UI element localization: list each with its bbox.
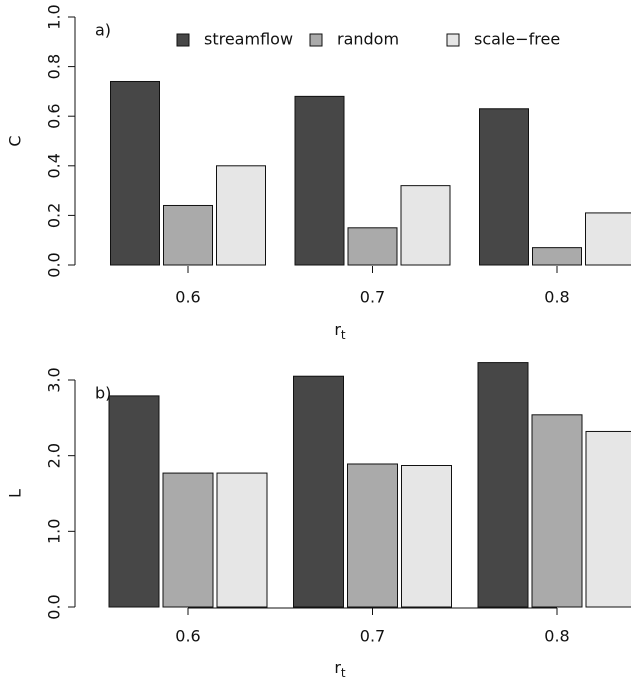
legend-label: scale−free: [474, 30, 560, 49]
panel-label: b): [95, 384, 111, 403]
x-tick-label: 0.6: [175, 288, 200, 307]
bar: [110, 80, 160, 266]
bar: [401, 465, 452, 608]
x-tick-label: 0.8: [544, 627, 569, 646]
y-tick-label: 3.0: [45, 367, 64, 392]
y-tick-label: 1.0: [45, 519, 64, 544]
legend-label: random: [337, 30, 399, 49]
y-tick-label: 1.0: [45, 4, 64, 29]
y-tick-label: 0.2: [45, 203, 64, 228]
x-axis-title-main: r: [334, 320, 341, 339]
bar: [163, 204, 213, 266]
y-tick-label: 2.0: [45, 443, 64, 468]
x-axis-title-main: r: [334, 658, 341, 677]
y-tick-label: 0.4: [45, 153, 64, 178]
legend-swatch: [176, 33, 190, 47]
bar: [400, 185, 451, 266]
bar: [479, 108, 529, 266]
bar: [162, 472, 214, 608]
y-tick-label: 0.0: [45, 594, 64, 619]
bar: [216, 472, 268, 608]
bar: [108, 395, 160, 608]
bar: [294, 95, 345, 266]
y-tick-label: 0.0: [45, 252, 64, 277]
x-tick-label: 0.7: [360, 288, 385, 307]
bar: [585, 430, 631, 608]
bar: [216, 165, 266, 266]
x-axis-title-sub: t: [341, 328, 346, 342]
bar: [532, 247, 582, 266]
y-axis-title: C: [6, 135, 25, 146]
x-tick-label: 0.8: [544, 288, 569, 307]
bar: [347, 227, 398, 266]
x-axis-title: rt: [334, 658, 346, 680]
bar: [531, 414, 583, 608]
legend-swatch: [309, 33, 323, 47]
panel-label: a): [95, 21, 111, 40]
legend-label: streamflow: [204, 30, 293, 49]
x-tick-label: 0.7: [360, 627, 385, 646]
x-axis-title-sub: t: [341, 666, 346, 680]
x-tick-label: 0.6: [175, 627, 200, 646]
bar: [477, 362, 529, 608]
y-tick-label: 0.6: [45, 103, 64, 128]
bar: [347, 463, 398, 608]
legend-swatch: [446, 33, 460, 47]
y-tick-label: 0.8: [45, 54, 64, 79]
y-axis-title: L: [6, 489, 25, 498]
x-axis-title: rt: [334, 320, 346, 342]
bar: [585, 212, 631, 266]
bar: [293, 375, 344, 608]
